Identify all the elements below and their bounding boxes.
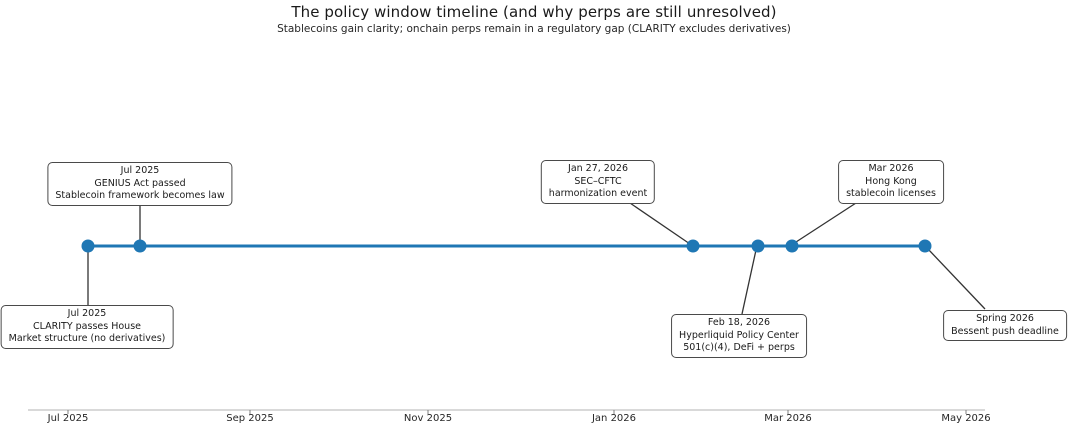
annotation-sec-cftc: Jan 27, 2026 SEC–CFTC harmonization even… <box>540 160 656 204</box>
event-date: Jul 2025 <box>120 165 160 176</box>
event-title: CLARITY passes House <box>32 320 141 332</box>
x-tick-label-may-2026: May 2026 <box>941 413 991 424</box>
event-title: SEC–CFTC <box>574 175 622 187</box>
connector-sec-cftc <box>629 202 691 245</box>
event-marker-hyperliquid <box>751 239 765 253</box>
x-tick-label-nov-2025: Nov 2025 <box>403 413 453 424</box>
event-title: GENIUS Act passed <box>94 177 186 189</box>
event-detail: harmonization event <box>548 188 648 199</box>
event-marker-genius <box>133 239 147 253</box>
event-date: Feb 18, 2026 <box>707 317 771 328</box>
event-date: Mar 2026 <box>868 163 914 174</box>
annotation-clarity: Jul 2025 CLARITY passes House Market str… <box>0 305 174 349</box>
event-date: Jul 2025 <box>67 308 107 319</box>
event-marker-clarity <box>81 239 95 253</box>
event-detail: stablecoin licenses <box>846 188 936 199</box>
annotation-hyperliquid: Feb 18, 2026 Hyperliquid Policy Center 5… <box>671 314 807 358</box>
connector-hong-kong <box>795 202 857 243</box>
event-marker-bessent <box>918 239 932 253</box>
event-title: Hyperliquid Policy Center <box>679 329 799 341</box>
event-title: Bessent push deadline <box>951 325 1059 337</box>
x-tick-label-mar-2026: Mar 2026 <box>764 413 812 424</box>
x-tick-label-sep-2025: Sep 2025 <box>226 413 274 424</box>
event-title: Hong Kong <box>865 175 917 187</box>
x-tick-label-jan-2026: Jan 2026 <box>591 413 637 424</box>
event-detail: Market structure (no derivatives) <box>8 333 166 344</box>
chart-title: The policy window timeline (and why perp… <box>291 3 777 21</box>
connector-bessent <box>927 248 986 310</box>
event-detail: Stablecoin framework becomes law <box>55 190 225 201</box>
event-date: Jan 27, 2026 <box>568 163 628 174</box>
annotation-hong-kong: Mar 2026 Hong Kong stablecoin licenses <box>838 160 944 204</box>
event-date: Spring 2026 <box>976 313 1034 324</box>
event-detail: 501(c)(4), DeFi + perps <box>683 342 795 353</box>
event-marker-hong-kong <box>785 239 799 253</box>
annotation-bessent: Spring 2026 Bessent push deadline <box>943 310 1067 341</box>
annotation-genius-act: Jul 2025 GENIUS Act passed Stablecoin fr… <box>47 162 233 206</box>
event-marker-sec-cftc <box>686 239 700 253</box>
x-tick-label-jul-2025: Jul 2025 <box>47 413 89 424</box>
chart-subtitle: Stablecoins gain clarity; onchain perps … <box>277 23 791 35</box>
connector-hyperliquid <box>741 249 757 315</box>
